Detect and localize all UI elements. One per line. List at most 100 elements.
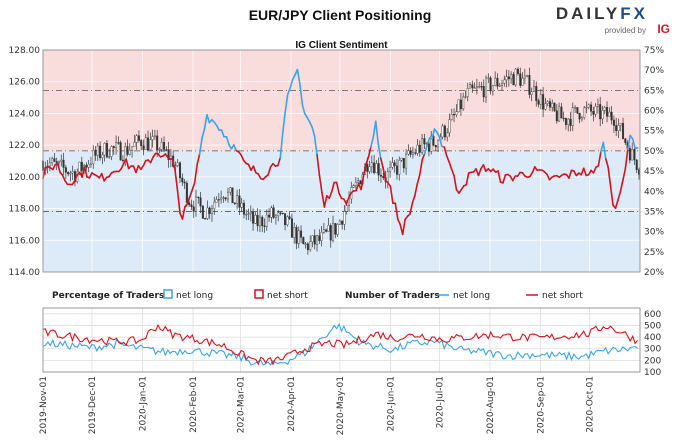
date-tick-label: 2020-May-01 bbox=[336, 376, 346, 435]
candle-body bbox=[462, 96, 465, 110]
candle-body bbox=[382, 176, 385, 178]
candle-body bbox=[427, 143, 430, 152]
candle-body bbox=[185, 182, 188, 203]
sentiment-segment bbox=[445, 154, 450, 163]
price-tick-label: 118.00 bbox=[9, 205, 41, 215]
candle-body bbox=[402, 157, 405, 169]
sentiment-segment bbox=[418, 159, 424, 176]
sentiment-segment bbox=[257, 173, 262, 180]
price-tick-label: 124.00 bbox=[9, 109, 41, 119]
candle-body bbox=[507, 76, 510, 80]
candle-body bbox=[229, 187, 232, 193]
sentiment-segment bbox=[313, 135, 318, 156]
sentiment-segment bbox=[176, 190, 181, 215]
candle-body bbox=[594, 106, 597, 115]
sentiment-segment bbox=[631, 138, 636, 149]
candle-body bbox=[487, 77, 490, 79]
date-tick-label: 2020-Oct-01 bbox=[585, 376, 595, 433]
sentiment-segment bbox=[622, 168, 627, 182]
candle-body bbox=[67, 172, 70, 175]
logo-provided-by: provided by bbox=[604, 26, 646, 35]
sentiment-segment bbox=[220, 129, 225, 138]
candle-body bbox=[590, 104, 593, 112]
candle-body bbox=[622, 123, 625, 139]
candle-body bbox=[226, 191, 229, 200]
sentiment-segment bbox=[252, 165, 257, 174]
candle-body bbox=[290, 218, 293, 238]
candle-body bbox=[610, 111, 613, 121]
candle-body bbox=[580, 117, 583, 120]
sentiment-segment bbox=[61, 174, 66, 182]
candle-body bbox=[578, 112, 581, 120]
lower-frame bbox=[42, 307, 641, 373]
candle-body bbox=[553, 102, 556, 111]
candle-body bbox=[466, 88, 469, 97]
candle-body bbox=[459, 99, 462, 110]
candle-body bbox=[101, 154, 104, 159]
sentiment-segment bbox=[142, 159, 147, 167]
candle-body bbox=[208, 207, 211, 215]
candle-body bbox=[64, 167, 67, 173]
lower-grid bbox=[42, 308, 640, 373]
sentiment-segment bbox=[477, 167, 482, 177]
sentiment-segment bbox=[335, 181, 340, 195]
candle-body bbox=[179, 162, 182, 179]
candle-body bbox=[603, 107, 606, 111]
sentiment-segment bbox=[193, 163, 198, 184]
candle-body bbox=[368, 166, 371, 172]
candle-body bbox=[539, 94, 542, 105]
sentiment-segment bbox=[587, 169, 592, 176]
sentiment-segment bbox=[568, 169, 573, 179]
candle-body bbox=[560, 106, 563, 119]
candle-body bbox=[268, 214, 271, 218]
candle-body bbox=[231, 187, 234, 204]
candle-body bbox=[153, 135, 156, 137]
sentiment-segment bbox=[135, 164, 140, 174]
candle-body bbox=[576, 107, 579, 114]
candle-body bbox=[498, 84, 501, 87]
candle-body bbox=[105, 143, 108, 158]
date-tick-label: 2020-Apr-01 bbox=[287, 376, 297, 432]
candle-body bbox=[411, 152, 414, 155]
candle-body bbox=[87, 163, 90, 168]
candle-body bbox=[619, 123, 622, 126]
price-axis: 128.00 126.00 124.00 122.00 120.00 118.00 116.… bbox=[9, 46, 41, 278]
candle-body bbox=[309, 241, 312, 251]
candle-body bbox=[190, 204, 193, 207]
price-tick-label: 126.00 bbox=[9, 78, 41, 88]
sentiment-segment bbox=[203, 113, 208, 130]
candle-body bbox=[142, 145, 145, 150]
candle-body bbox=[469, 84, 472, 89]
candle-body bbox=[220, 197, 223, 200]
sentiment-axis: 75% 70% 65% 60% 55% 50% 45% 40% 35% 30% 25% 20% bbox=[644, 46, 664, 278]
candle-body bbox=[389, 167, 392, 172]
legend-num-label: Number of Traders bbox=[345, 291, 440, 301]
sentiment-segment bbox=[198, 137, 203, 156]
candle-body bbox=[558, 106, 561, 122]
legend-pct-short: net short bbox=[267, 291, 308, 301]
candle-body bbox=[357, 180, 360, 183]
candle-body bbox=[293, 227, 296, 238]
candle-body bbox=[48, 162, 51, 167]
sentiment-segment bbox=[374, 120, 380, 145]
sentiment-segment bbox=[421, 152, 426, 161]
candle-body bbox=[489, 77, 492, 92]
sentiment-segment bbox=[360, 175, 365, 191]
sentiment-segment bbox=[573, 170, 578, 177]
sentiment-segment bbox=[362, 163, 367, 177]
candle-body bbox=[236, 195, 239, 204]
net-long-count-line bbox=[42, 322, 638, 366]
candle-body bbox=[80, 161, 83, 171]
sentiment-segment bbox=[450, 168, 455, 177]
candle-body bbox=[448, 119, 451, 134]
date-tick-label: 2019-Nov-01 bbox=[39, 376, 49, 434]
sentiment-segment bbox=[609, 186, 614, 207]
sentiment-segment bbox=[279, 132, 284, 159]
date-tick-label: 2020-Jul-01 bbox=[435, 376, 445, 428]
candle-body bbox=[544, 103, 547, 110]
candle-body bbox=[601, 110, 604, 120]
date-tick-label: 2020-Aug-01 bbox=[486, 376, 496, 434]
candle-body bbox=[238, 195, 241, 208]
upper-panel: IG Client Sentiment 128.00126.00124.0012… bbox=[9, 40, 665, 278]
